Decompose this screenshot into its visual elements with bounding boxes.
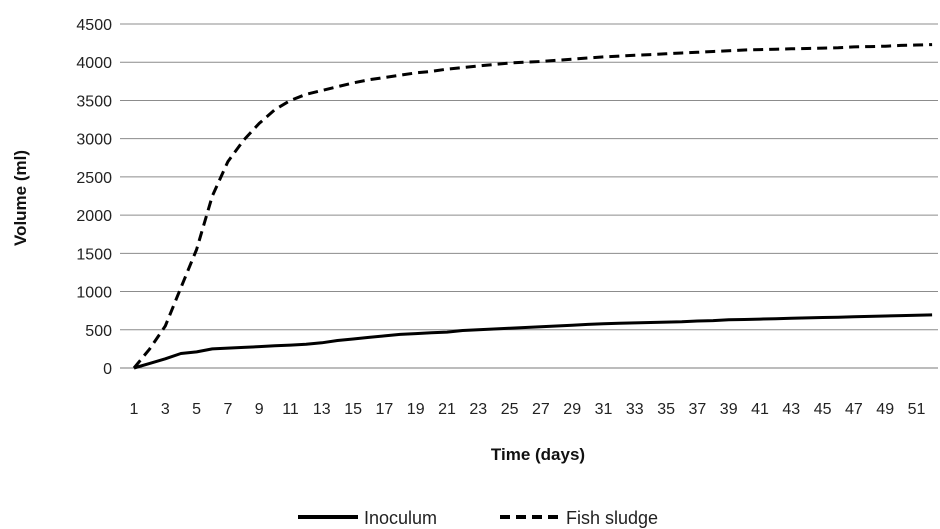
series-line-fish-sludge [132,43,933,369]
x-tick-label: 17 [376,401,394,418]
x-tick-label: 15 [344,401,362,418]
x-tick-label: 47 [845,401,863,418]
x-tick-label: 33 [626,401,644,418]
x-tick-label: 13 [313,401,331,418]
series-lines [132,43,933,370]
y-tick-labels: 0 500 1000 1500 2000 2500 3000 3500 4000 4500 [76,17,112,378]
x-tick-label: 19 [407,401,425,418]
x-tick-label: 23 [469,401,487,418]
x-tick-label: 49 [876,401,894,418]
x-tick-label: 41 [751,401,769,418]
gridlines [120,23,938,331]
y-axis-label: Volume (ml) [11,150,30,246]
x-tick-label: 37 [689,401,707,418]
x-tick-label: 11 [282,401,299,418]
x-tick-label: 1 [130,401,139,418]
x-tick-label: 43 [782,401,800,418]
legend: Inoculum Fish sludge [298,508,658,528]
y-tick-label: 3000 [76,132,112,149]
x-tick-label: 7 [223,401,232,418]
x-tick-label: 31 [595,401,613,418]
x-tick-label: 9 [255,401,264,418]
y-tick-label: 4000 [76,55,112,72]
x-tick-label: 29 [563,401,581,418]
x-tick-label: 35 [657,401,675,418]
x-axis-label: Time (days) [491,445,585,464]
y-tick-label: 2500 [76,170,112,187]
y-tick-label: 1500 [76,246,112,263]
y-tick-label: 4500 [76,17,112,34]
y-tick-label: 2000 [76,208,112,225]
y-tick-label: 500 [85,323,112,340]
x-tick-label: 27 [532,401,550,418]
x-tick-label: 39 [720,401,738,418]
legend-label-inoculum: Inoculum [364,508,437,528]
x-tick-label: 3 [161,401,170,418]
series-line-inoculum [133,313,933,370]
x-tick-label: 45 [814,401,832,418]
y-tick-label: 1000 [76,285,112,302]
x-tick-label: 5 [192,401,201,418]
y-tick-label: 3500 [76,93,112,110]
legend-label-fish-sludge: Fish sludge [566,508,658,528]
x-tick-labels: 1 3 5 7 9 11 13 15 17 19 21 23 25 27 29 31 33 35 37 39 41 43 4… [130,401,926,418]
y-tick-label: 0 [103,361,112,378]
x-tick-label: 21 [438,401,456,418]
x-tick-label: 51 [908,401,926,418]
x-tick-label: 25 [501,401,519,418]
